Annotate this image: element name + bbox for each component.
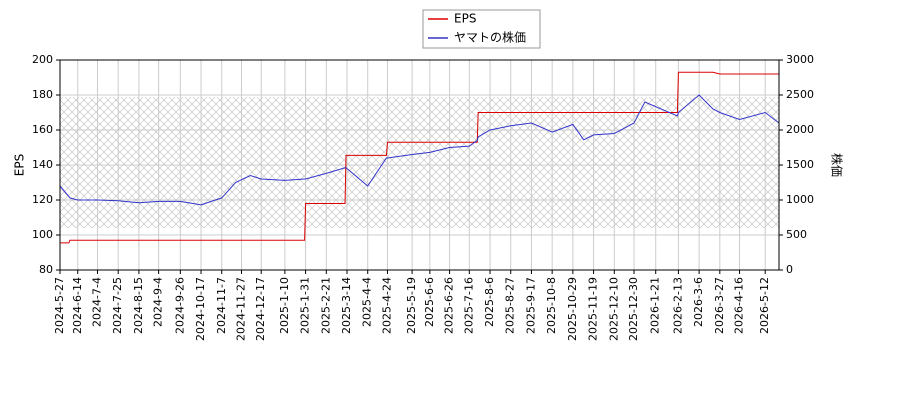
y2-tick-label: 1500 <box>786 158 814 171</box>
x-tick-label: 2024-10-17 <box>194 277 207 341</box>
x-tick-label: 2026-5-12 <box>758 277 771 334</box>
x-tick-label: 2026-1-21 <box>649 277 662 334</box>
y-tick-label: 200 <box>32 53 53 66</box>
y2-axis-label: 株価 <box>830 153 845 177</box>
x-tick-label: 2024-5-27 <box>53 277 66 334</box>
x-tick-label: 2025-8-27 <box>504 277 517 334</box>
y-tick-label: 80 <box>39 263 53 276</box>
x-tick-label: 2025-8-6 <box>483 277 496 327</box>
x-tick-label: 2025-10-8 <box>545 277 558 334</box>
x-tick-label: 2025-1-10 <box>278 277 291 334</box>
x-tick-label: 2025-1-31 <box>299 277 312 334</box>
y-tick-label: 120 <box>32 193 53 206</box>
legend-label: ヤマトの株価 <box>454 30 526 45</box>
x-tick-label: 2024-7-4 <box>90 277 103 327</box>
x-tick-label: 2024-7-25 <box>111 277 124 334</box>
hatched-band <box>60 97 779 228</box>
x-tick-label: 2025-3-14 <box>340 277 353 334</box>
y2-tick-label: 3000 <box>786 53 814 66</box>
x-tick-label: 2025-4-4 <box>361 277 374 327</box>
x-tick-label: 2024-11-27 <box>234 277 247 341</box>
x-tick-label: 2025-6-26 <box>443 277 456 334</box>
x-tick-label: 2025-5-19 <box>405 277 418 334</box>
y2-tick-label: 2000 <box>786 123 814 136</box>
x-tick-label: 2024-6-14 <box>71 277 84 334</box>
legend-label: EPS <box>454 12 476 26</box>
x-tick-label: 2025-6-6 <box>423 277 436 327</box>
y2-tick-label: 500 <box>786 228 807 241</box>
x-tick-label: 2024-8-15 <box>132 277 145 334</box>
x-tick-label: 2026-2-13 <box>671 277 684 334</box>
x-tick-label: 2026-3-6 <box>692 277 705 327</box>
x-tick-label: 2024-12-17 <box>254 277 267 341</box>
x-tick-label: 2025-12-10 <box>607 277 620 341</box>
y2-tick-label: 0 <box>786 263 793 276</box>
x-tick-label: 2025-10-29 <box>566 277 579 341</box>
series-line <box>60 71 779 244</box>
x-tick-label: 2026-4-16 <box>733 277 746 334</box>
y-axis-label: EPS <box>13 154 27 176</box>
x-tick-label: 2025-12-30 <box>627 277 640 341</box>
x-tick-label: 2024-9-4 <box>152 277 165 327</box>
y2-tick-label: 1000 <box>786 193 814 206</box>
legend: EPS ヤマトの株価 <box>422 9 541 49</box>
y-tick-label: 160 <box>32 123 53 136</box>
x-tick-label: 2025-2-21 <box>319 277 332 334</box>
y-tick-label: 180 <box>32 88 53 101</box>
x-tick-label: 2026-3-27 <box>713 277 726 334</box>
y-tick-label: 140 <box>32 158 53 171</box>
x-tick-label: 2024-9-26 <box>173 277 186 334</box>
y-tick-label: 100 <box>32 228 53 241</box>
x-tick-label: 2025-7-16 <box>462 277 475 334</box>
x-tick-label: 2025-9-17 <box>524 277 537 334</box>
x-tick-label: 2025-11-19 <box>587 277 600 341</box>
x-tick-label: 2024-11-7 <box>215 277 228 334</box>
plot-frame <box>59 59 780 271</box>
series-line <box>59 94 780 206</box>
legend-box <box>422 9 541 49</box>
y2-tick-label: 2500 <box>786 88 814 101</box>
x-tick-label: 2025-4-24 <box>380 277 393 334</box>
